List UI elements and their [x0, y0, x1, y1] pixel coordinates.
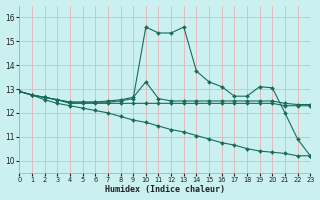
- X-axis label: Humidex (Indice chaleur): Humidex (Indice chaleur): [105, 185, 225, 194]
